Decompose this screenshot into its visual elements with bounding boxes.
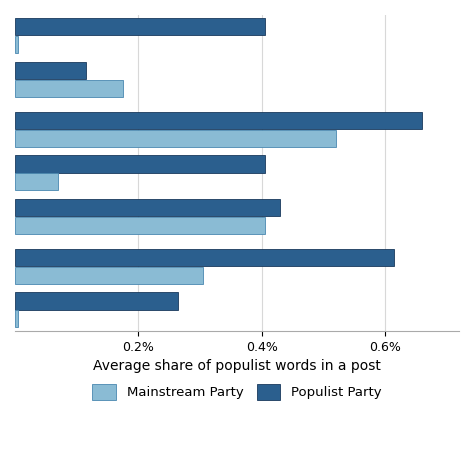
Bar [15, 217, 265, 234]
Bar [15, 292, 178, 310]
Bar [15, 80, 123, 97]
Legend: Mainstream Party, Populist Party: Mainstream Party, Populist Party [87, 379, 387, 405]
Bar [15, 62, 86, 79]
Bar [15, 267, 203, 284]
Bar [15, 112, 422, 129]
Bar [15, 155, 265, 173]
Bar [15, 18, 265, 36]
Bar [15, 173, 58, 191]
Bar [15, 199, 280, 216]
Bar [15, 249, 394, 266]
Bar [15, 310, 18, 328]
X-axis label: Average share of populist words in a post: Average share of populist words in a pos… [93, 359, 381, 373]
Bar [15, 36, 18, 54]
Bar [15, 130, 336, 147]
